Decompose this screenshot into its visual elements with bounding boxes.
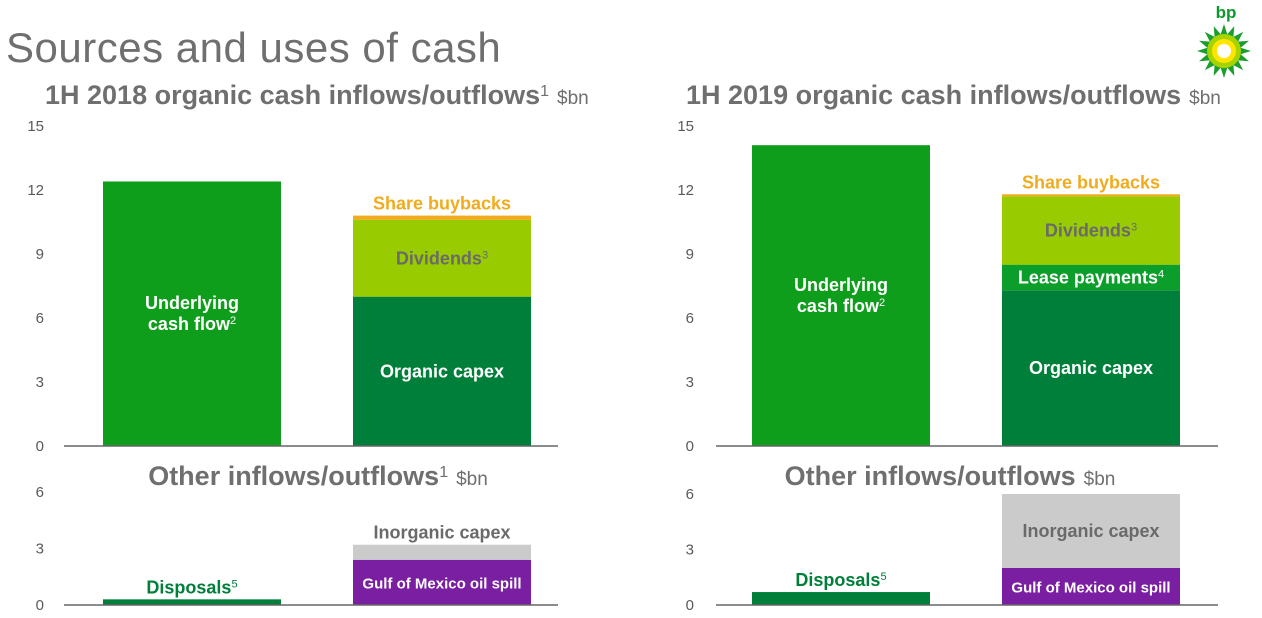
bar-label-line: Dividends (396, 248, 482, 268)
bar-label-inorganic-capex: Inorganic capex (373, 523, 510, 543)
bar-label-dividends: Dividends3 (396, 248, 488, 268)
bar-segment-lease-payments (1002, 264, 1180, 291)
page-title: Sources and uses of cash (6, 24, 502, 71)
y-tick-label: 3 (36, 541, 44, 558)
y-tick-label: 3 (36, 374, 44, 391)
chart-title-text: 1H 2018 organic cash inflows/outflows (45, 80, 540, 110)
bar-segment-share-buybacks (1002, 194, 1180, 197)
bar-label-line: cash flow (797, 296, 880, 316)
bp-helios-logo: bp (1197, 3, 1251, 78)
bar-label-line: Organic capex (380, 361, 504, 381)
bar-label-line: Gulf of Mexico oil spill (1011, 580, 1170, 597)
bar-label-footnote: 3 (1131, 222, 1137, 234)
bar-segment-dividends (353, 219, 531, 297)
y-tick-label: 0 (36, 438, 44, 455)
helios-icon (1197, 24, 1251, 78)
bar-label-footnote: 5 (231, 578, 237, 590)
bar-label-gulf-of-mexico-oil-spill: Gulf of Mexico oil spill (1011, 580, 1170, 597)
bar-label-share-buybacks: Share buybacks (373, 194, 511, 214)
chart-1h2019-organic: 1H 2019 organic cash inflows/outflows $bn… (677, 80, 1221, 455)
bar-label-lease-payments: Lease payments4 (1018, 267, 1164, 287)
bar-label-line: Inorganic capex (373, 523, 510, 543)
y-tick-label: 3 (686, 542, 694, 559)
y-tick-label: 0 (686, 597, 694, 614)
bar-label-underlying-cash-flow: Underlying cash flow2 (794, 275, 888, 316)
chart-title-footnote: 1 (540, 83, 549, 100)
chart-title-text: Other inflows/outflows (148, 461, 439, 491)
bar-segment-dividends (1002, 196, 1180, 265)
bar-label-footnote: 5 (880, 571, 886, 583)
y-tick-label: 9 (36, 246, 44, 263)
bar-label-line: Gulf of Mexico oil spill (362, 575, 521, 592)
logo-text: bp (1216, 3, 1237, 22)
bar-segment-organic-capex (1002, 290, 1180, 446)
bar-label-line: Dividends (1045, 221, 1131, 241)
bar-label-disposals: Disposals5 (146, 577, 237, 597)
chart-title: Other inflows/outflows1 $bn (148, 461, 488, 491)
bar-label-footnote: 2 (230, 315, 236, 327)
bar-label-line: Underlying (145, 293, 239, 313)
bar-label-line: Organic capex (1029, 358, 1153, 378)
y-tick-label: 6 (36, 310, 44, 327)
bar-label-underlying-cash-flow: Underlying cash flow2 (145, 293, 239, 334)
bar-segment-organic-capex (353, 296, 531, 446)
bar-label-line: Lease payments (1018, 267, 1158, 287)
bar-label-footnote: 4 (1158, 268, 1164, 280)
bar-label-share-buybacks: Share buybacks (1022, 172, 1160, 192)
bar-label-inorganic-capex: Inorganic capex (1022, 521, 1159, 541)
bar-label-line: Disposals (795, 570, 880, 590)
y-tick-label: 15 (27, 118, 44, 135)
bar-label-line: Inorganic capex (1022, 521, 1159, 541)
bar-label-line: cash flow (148, 314, 231, 334)
chart-title-text: Other inflows/outflows (785, 461, 1076, 491)
chart-1h2019-other: Other inflows/outflows $bn 0 3 6 Disposals5 Gu… (686, 461, 1218, 614)
bar-segment-gulf-of-mexico-oil-spill (1002, 568, 1180, 605)
chart-unit: $bn (557, 88, 589, 109)
bar-label-organic-capex: Organic capex (380, 361, 504, 381)
bar-segment-disposals (752, 592, 930, 605)
chart-title: 1H 2019 organic cash inflows/outflows $bn (686, 80, 1221, 110)
y-tick-label: 9 (686, 246, 694, 263)
bar-label-footnote: 3 (482, 249, 488, 261)
chart-unit: $bn (1189, 88, 1221, 109)
bar-segment-share-buybacks (353, 215, 531, 220)
chart-title-text: 1H 2019 organic cash inflows/outflows (686, 80, 1181, 110)
chart-1h2018-other: Other inflows/outflows1 $bn 0 3 6 Disposals5 G… (36, 461, 558, 614)
bar-segment-underlying-cash-flow (752, 145, 930, 446)
bar-label-line: Share buybacks (373, 194, 511, 214)
bar-label-line: Disposals (146, 577, 231, 597)
bar-segment-inorganic-capex (1002, 494, 1180, 568)
y-tick-label: 6 (36, 484, 44, 501)
bar-segment-inorganic-capex (353, 544, 531, 560)
bar-segment-underlying-cash-flow (103, 181, 281, 446)
chart-unit: $bn (1084, 469, 1116, 490)
chart-unit: $bn (456, 469, 488, 490)
y-tick-label: 6 (686, 486, 694, 503)
chart-title: 1H 2018 organic cash inflows/outflows1 $b… (45, 80, 589, 110)
bar-label-dividends: Dividends3 (1045, 221, 1137, 241)
bar-segment-disposals (103, 599, 281, 605)
bar-segment-gulf-of-mexico-oil-spill (353, 559, 531, 605)
chart-title: Other inflows/outflows $bn (785, 461, 1116, 491)
bar-label-disposals: Disposals5 (795, 570, 886, 590)
chart-title-footnote: 1 (439, 464, 448, 481)
y-tick-label: 12 (677, 182, 694, 199)
chart-1h2018-organic: 1H 2018 organic cash inflows/outflows1 $b… (27, 80, 588, 455)
y-tick-label: 0 (686, 438, 694, 455)
bar-label-organic-capex: Organic capex (1029, 358, 1153, 378)
y-tick-label: 15 (677, 118, 694, 135)
bar-label-footnote: 2 (879, 297, 885, 309)
bar-label-gulf-of-mexico-oil-spill: Gulf of Mexico oil spill (362, 575, 521, 592)
y-tick-label: 3 (686, 374, 694, 391)
y-tick-label: 6 (686, 310, 694, 327)
bar-label-line: Share buybacks (1022, 172, 1160, 192)
y-tick-label: 12 (27, 182, 44, 199)
y-tick-label: 0 (36, 597, 44, 614)
bar-label-line: Underlying (794, 275, 888, 295)
